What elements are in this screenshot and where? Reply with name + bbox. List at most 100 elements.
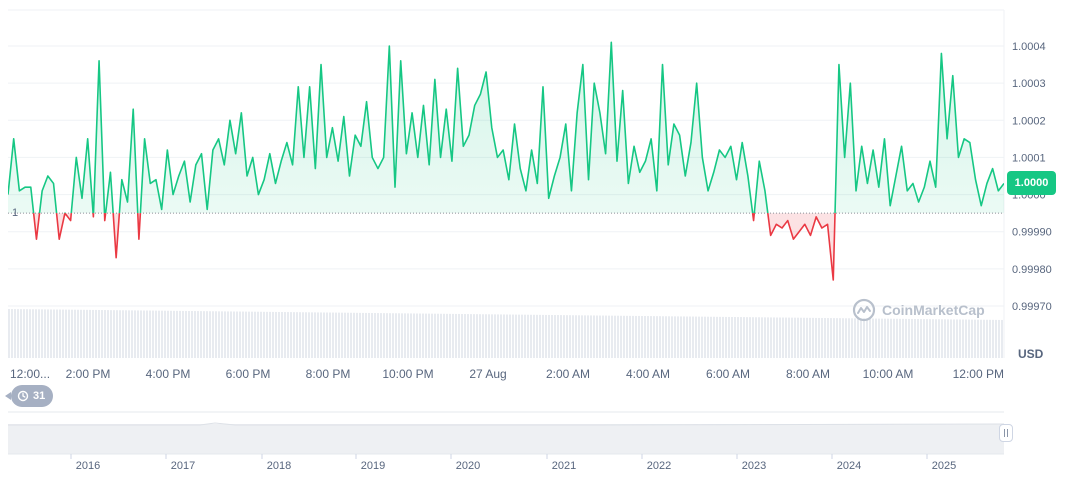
volume-bar	[623, 315, 625, 358]
navigator-handle[interactable]	[999, 424, 1013, 442]
volume-bar	[161, 310, 163, 358]
volume-bar	[260, 311, 262, 358]
range-navigator[interactable]: 2016 2017 2018 2019 2020 2021 2022 2023 2024 2025	[8, 411, 1005, 472]
volume-bar	[749, 317, 751, 358]
volume-bar	[674, 316, 676, 358]
volume-bar	[860, 318, 862, 358]
volume-bar	[659, 316, 661, 358]
volume-bar	[206, 311, 208, 358]
volume-bar	[284, 312, 286, 358]
volume-bar	[152, 310, 154, 358]
volume-bar	[773, 317, 775, 358]
volume-bar	[560, 315, 562, 358]
navigator-range[interactable]	[8, 424, 1004, 454]
volume-bar	[224, 311, 226, 358]
volume-bar	[800, 317, 802, 358]
volume-bar	[779, 317, 781, 358]
volume-bar	[347, 312, 349, 358]
volume-bar	[995, 319, 997, 358]
volume-bar	[344, 312, 346, 358]
volume-bar	[302, 312, 304, 358]
volume-bar	[818, 317, 820, 358]
volume-bar	[167, 310, 169, 358]
volume-bar	[557, 315, 559, 358]
volume-bar	[974, 319, 976, 358]
volume-bar	[518, 314, 520, 358]
volume-bar	[788, 317, 790, 358]
volume-bar	[317, 312, 319, 358]
volume-bar	[698, 316, 700, 358]
volume-bar	[308, 312, 310, 358]
volume-bar	[806, 317, 808, 358]
price-line-up	[8, 41, 1004, 214]
volume-bar	[8, 309, 10, 358]
volume-bar	[41, 309, 43, 358]
navigator-year-label: 2025	[932, 460, 956, 472]
volume-bar	[122, 310, 124, 358]
volume-bar	[680, 316, 682, 358]
history-badge[interactable]: 31	[4, 385, 54, 407]
volume-bar	[56, 309, 58, 358]
x-tick-label: 6:00 PM	[226, 367, 271, 381]
volume-bar	[392, 313, 394, 358]
volume-bar	[119, 310, 121, 358]
volume-bar	[911, 318, 913, 358]
volume-bar	[143, 310, 145, 358]
volume-bar	[977, 319, 979, 358]
volume-bar	[176, 310, 178, 358]
volume-bar	[650, 316, 652, 358]
volume-bar	[719, 316, 721, 358]
volume-bar	[722, 316, 724, 358]
volume-bar	[26, 309, 28, 358]
volume-bar	[761, 317, 763, 358]
volume-bar	[236, 311, 238, 358]
y-tick-label: 1.0004	[1012, 41, 1046, 53]
price-line	[8, 41, 1004, 281]
volume-bar	[896, 318, 898, 358]
volume-bar	[227, 311, 229, 358]
volume-bars	[8, 309, 1003, 358]
volume-bar	[887, 318, 889, 358]
volume-bar	[179, 310, 181, 358]
volume-bar	[980, 319, 982, 358]
volume-bar	[605, 315, 607, 358]
volume-bar	[215, 311, 217, 358]
volume-bar	[275, 311, 277, 358]
volume-bar	[245, 311, 247, 358]
volume-bar	[647, 316, 649, 358]
volume-bar	[452, 313, 454, 358]
volume-bar	[782, 317, 784, 358]
volume-bar	[743, 317, 745, 358]
volume-bar	[869, 318, 871, 358]
volume-bar	[428, 313, 430, 358]
volume-bar	[578, 315, 580, 358]
volume-bar	[269, 311, 271, 358]
volume-bar	[524, 314, 526, 358]
volume-bar	[488, 314, 490, 358]
x-tick-label: 8:00 AM	[786, 367, 830, 381]
volume-bar	[413, 313, 415, 358]
volume-bar	[632, 315, 634, 358]
volume-bar	[839, 318, 841, 358]
volume-bar	[239, 311, 241, 358]
navigator-year-label: 2022	[647, 460, 671, 472]
volume-bar	[776, 317, 778, 358]
volume-bar	[86, 309, 88, 358]
volume-bar	[731, 316, 733, 358]
history-count: 31	[33, 390, 46, 402]
volume-bar	[1001, 319, 1003, 358]
volume-bar	[545, 314, 547, 358]
volume-bar	[509, 314, 511, 358]
volume-bar	[212, 311, 214, 358]
navigator-year-label: 2016	[76, 460, 100, 472]
volume-bar	[473, 314, 475, 358]
volume-bar	[809, 317, 811, 358]
volume-bar	[983, 319, 985, 358]
volume-bar	[443, 313, 445, 358]
x-tick-label: 4:00 AM	[626, 367, 670, 381]
volume-bar	[866, 318, 868, 358]
volume-bar	[23, 309, 25, 358]
navigator-year-label: 2023	[742, 460, 766, 472]
volume-bar	[116, 310, 118, 358]
